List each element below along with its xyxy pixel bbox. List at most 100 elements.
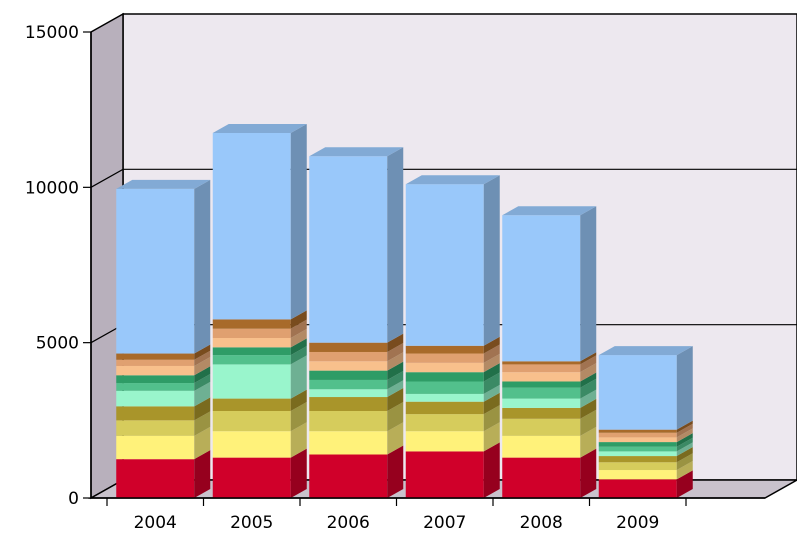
bar-segment-side: [580, 355, 597, 373]
bar-segment-front: [116, 359, 195, 366]
bar-segment-front: [405, 393, 484, 402]
bar-segment: [502, 426, 597, 458]
bar-segment-front: [598, 470, 677, 480]
bar-segment-front: [502, 398, 581, 408]
bar-segment-front: [212, 338, 291, 348]
bar-segment-front: [116, 375, 195, 384]
y-tick-label: 10000: [25, 178, 79, 198]
bar-segment-side: [387, 352, 404, 371]
bar-segment-front: [405, 381, 484, 394]
bar-segment: [309, 147, 404, 343]
bar-segment-front: [309, 379, 388, 390]
bar-segment: [502, 363, 597, 382]
bar-segment: [502, 378, 597, 399]
bar-segment: [598, 346, 693, 430]
bar-segment-side: [290, 123, 307, 320]
bar-segment-front: [212, 457, 291, 498]
bar-segment: [116, 179, 211, 354]
bar-segment: [502, 372, 597, 388]
y-tick-label: 0: [68, 489, 79, 509]
bar-segment-side: [194, 397, 211, 421]
bar-segment-side: [194, 411, 211, 436]
bar-segment-front: [405, 345, 484, 354]
bar-segment: [309, 422, 404, 455]
bar-segment-side: [290, 319, 307, 339]
bar-segment: [212, 329, 307, 348]
bar-segment: [116, 426, 211, 460]
bar-segment-side: [580, 426, 597, 458]
bar-segment-front: [309, 389, 388, 398]
bar-segment-side: [387, 380, 404, 398]
bar-segment-front: [116, 435, 195, 460]
bar-segment: [116, 411, 211, 436]
bar-segment-side: [580, 363, 597, 382]
bar-segment: [502, 206, 597, 362]
bar-segment-side: [387, 445, 404, 498]
bar-segment-side: [483, 372, 500, 394]
bar-segment-front: [212, 411, 291, 432]
bar-segment-front: [309, 342, 388, 352]
y-tick-label: 15000: [25, 23, 79, 43]
bar-segment-side: [290, 346, 307, 365]
bar-segment-front: [502, 361, 581, 365]
bar-segment: [405, 405, 500, 432]
bar-segment-side: [194, 350, 211, 366]
bar-segment-front: [116, 420, 195, 436]
bar-segment-front: [212, 319, 291, 329]
bar-segment: [405, 363, 500, 382]
bar-segment: [309, 445, 404, 498]
bar-segment: [116, 450, 211, 498]
bar-segment-side: [676, 346, 693, 430]
bar-segment: [405, 384, 500, 402]
bar-segment-side: [483, 384, 500, 402]
bar-segment: [309, 380, 404, 398]
bar-segment: [116, 374, 211, 391]
bar-top: [405, 175, 500, 185]
bar-segment-front: [309, 370, 388, 380]
bar-segment-front: [598, 456, 677, 463]
bar-segment: [405, 353, 500, 373]
bar-top: [309, 147, 404, 157]
bar-segment-side: [580, 206, 597, 362]
bar-segment-side: [387, 370, 404, 390]
bar-segment-side: [483, 405, 500, 432]
bar-segment: [598, 470, 693, 498]
bar-segment: [212, 402, 307, 432]
bar-segment: [598, 437, 693, 452]
bar-segment: [598, 442, 693, 457]
bar-segment-side: [676, 442, 693, 457]
bar-segment-front: [309, 156, 388, 343]
bar-segment: [405, 344, 500, 363]
bar-segment: [405, 422, 500, 452]
x-tick-label: 2006: [327, 513, 370, 533]
bar-segment-front: [116, 459, 195, 498]
bar-segment-front: [502, 364, 581, 373]
bar-segment-side: [580, 409, 597, 436]
x-tick-label: 2009: [616, 513, 659, 533]
gridline: [90, 168, 797, 188]
bar-segment-side: [194, 374, 211, 391]
bar-segment-side: [483, 344, 500, 363]
x-tick-label: 2008: [520, 513, 563, 533]
bar-segment-side: [387, 361, 404, 380]
bar-segment-front: [405, 414, 484, 432]
bar-segment-front: [502, 215, 581, 362]
bar-segment-side: [483, 175, 500, 346]
bar-segment-front: [598, 355, 677, 430]
bar-segment-front: [502, 381, 581, 388]
bar-segment-front: [598, 479, 677, 498]
bar-segment: [598, 433, 693, 447]
bar-segment: [598, 420, 693, 433]
bar-segment-front: [598, 446, 677, 452]
bar-segment: [116, 344, 211, 360]
bar-segment-side: [676, 447, 693, 463]
bar-segment-front: [309, 361, 388, 371]
bar-segment-front: [405, 401, 484, 415]
bar-segment: [309, 333, 404, 352]
bar-segment-side: [580, 448, 597, 498]
bar-segment-front: [502, 457, 581, 498]
bar-segment-front: [598, 442, 677, 447]
bar-segment-side: [387, 342, 404, 362]
